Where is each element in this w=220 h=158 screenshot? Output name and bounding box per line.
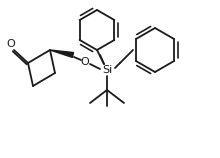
Text: O: O [7,39,15,49]
Polygon shape [50,50,73,58]
Text: Si: Si [102,65,112,75]
Text: O: O [81,57,89,67]
